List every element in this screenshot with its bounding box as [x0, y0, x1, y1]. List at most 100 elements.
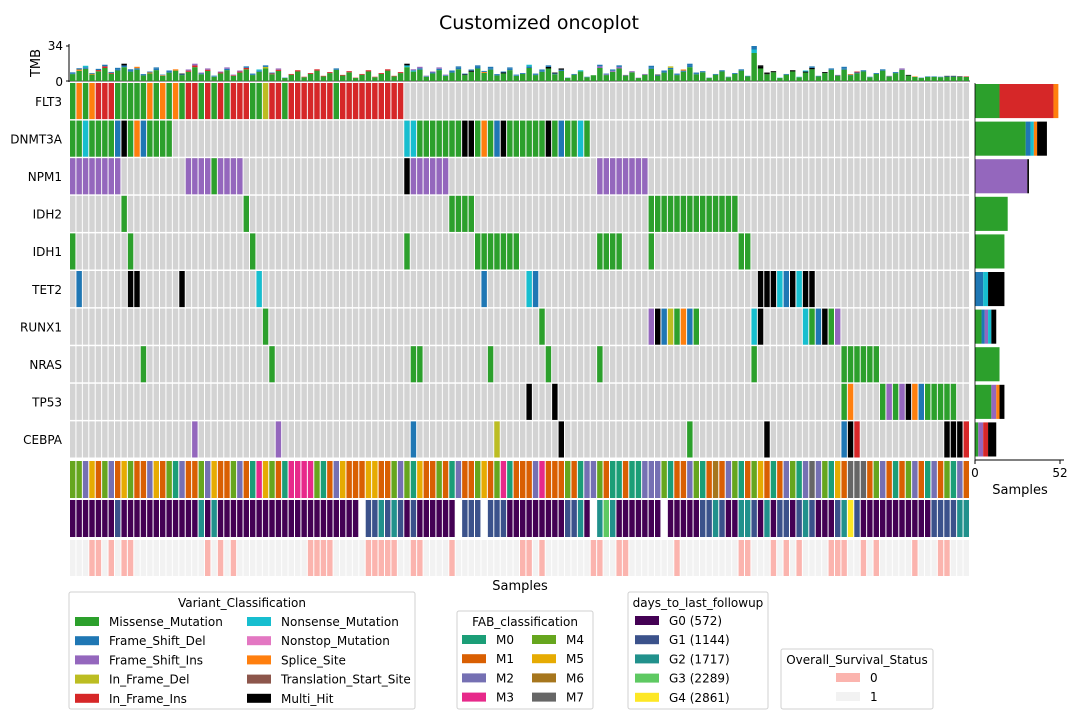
tmb-bar [231, 76, 236, 81]
mutation-cell [539, 309, 544, 345]
grid-cell [629, 233, 634, 269]
mutation-cell [571, 121, 576, 157]
followup-cell [179, 500, 184, 537]
grid-cell [957, 196, 962, 232]
grid-cell [366, 309, 371, 345]
tmb-bar [244, 66, 249, 67]
grid-cell [835, 158, 840, 194]
grid-cell [681, 346, 686, 382]
grid-cell [269, 121, 274, 157]
mutation-cell [334, 83, 339, 119]
followup-cell [494, 500, 499, 537]
followup-cell [771, 500, 776, 537]
grid-cell [160, 271, 165, 307]
grid-cell [417, 233, 422, 269]
followup-cell [565, 500, 570, 537]
followup-cell [154, 500, 159, 537]
tmb-bar [616, 67, 621, 69]
fab-cell [906, 461, 911, 498]
mutation-cell [224, 158, 229, 194]
tmb-bar [109, 72, 114, 73]
fab-cell [526, 461, 531, 498]
grid-cell [520, 384, 525, 420]
fab-cell [694, 461, 699, 498]
grid-cell [385, 196, 390, 232]
grid-cell [391, 346, 396, 382]
tmb-bar [591, 75, 596, 81]
fab-cell [276, 461, 281, 498]
grid-cell [462, 158, 467, 194]
grid-cell [629, 121, 634, 157]
tmb-bar [430, 72, 435, 73]
grid-cell [835, 271, 840, 307]
grid-cell [925, 121, 930, 157]
tmb-bar [494, 74, 499, 75]
grid-cell [912, 233, 917, 269]
mutation-cell [276, 83, 281, 119]
grid-cell [83, 421, 88, 457]
grid-cell [938, 271, 943, 307]
grid-cell [796, 384, 801, 420]
grid-cell [681, 233, 686, 269]
tmb-bar [276, 71, 281, 81]
tmb-bar [514, 76, 519, 81]
grid-cell [559, 83, 564, 119]
fab-cell [726, 461, 731, 498]
grid-cell [661, 121, 666, 157]
survival-cell [89, 540, 94, 576]
grid-cell [359, 346, 364, 382]
fab-cell [411, 461, 416, 498]
tmb-bar [655, 76, 660, 81]
grid-cell [919, 421, 924, 457]
fab-cell [346, 461, 351, 498]
grid-cell [256, 421, 261, 457]
grid-cell [121, 346, 126, 382]
grid-cell [166, 384, 171, 420]
grid-cell [128, 196, 133, 232]
grid-cell [481, 83, 486, 119]
grid-cell [244, 233, 249, 269]
grid-cell [951, 196, 956, 232]
tmb-bar [154, 69, 159, 70]
grid-cell [237, 384, 242, 420]
grid-cell [861, 309, 866, 345]
tmb-bar [327, 72, 332, 73]
tmb-bar [269, 73, 274, 74]
legend-label: M5 [566, 652, 584, 666]
grid-cell [96, 309, 101, 345]
mutation-cell [449, 196, 454, 232]
tmb-bar [76, 70, 81, 71]
grid-cell [694, 233, 699, 269]
grid-cell [353, 158, 358, 194]
tmb-bar [706, 78, 711, 81]
grid-cell [539, 83, 544, 119]
mutation-cell [867, 346, 872, 382]
fab-cell [391, 461, 396, 498]
grid-cell [938, 196, 943, 232]
grid-cell [668, 121, 673, 157]
grid-cell [565, 421, 570, 457]
grid-cell [308, 421, 313, 457]
mutation-cell [308, 83, 313, 119]
grid-cell [231, 233, 236, 269]
grid-cell [321, 271, 326, 307]
grid-cell [912, 346, 917, 382]
grid-cell [732, 83, 737, 119]
grid-cell [899, 233, 904, 269]
grid-cell [141, 271, 146, 307]
survival-cell [282, 540, 287, 576]
tmb-bar [449, 72, 454, 73]
grid-cell [957, 158, 962, 194]
grid-cell [276, 158, 281, 194]
tmb-bar [957, 77, 962, 81]
tmb-bar [758, 68, 763, 81]
fab-cell [147, 461, 152, 498]
grid-cell [115, 421, 120, 457]
grid-cell [700, 384, 705, 420]
grid-cell [899, 158, 904, 194]
survival-cell [886, 540, 891, 576]
fab-cell [661, 461, 666, 498]
mutation-cell [681, 309, 686, 345]
grid-cell [366, 346, 371, 382]
grid-cell [231, 384, 236, 420]
